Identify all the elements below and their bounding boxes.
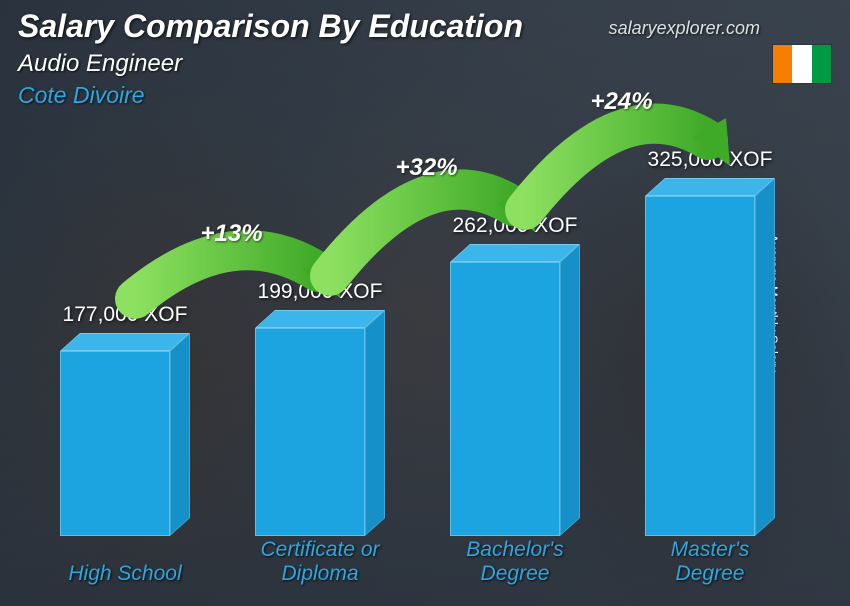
infographic-container: Salary Comparison By Education Audio Eng… (0, 0, 850, 606)
flag-stripe-3 (812, 45, 831, 83)
watermark: salaryexplorer.com (609, 18, 760, 39)
increase-arrow-2 (40, 66, 810, 586)
main-title: Salary Comparison By Education (18, 8, 523, 45)
increase-badge-2: +24% (591, 88, 653, 116)
salary-bar-chart: 177,000 XOFHigh School199,000 XOFCertifi… (40, 66, 810, 586)
